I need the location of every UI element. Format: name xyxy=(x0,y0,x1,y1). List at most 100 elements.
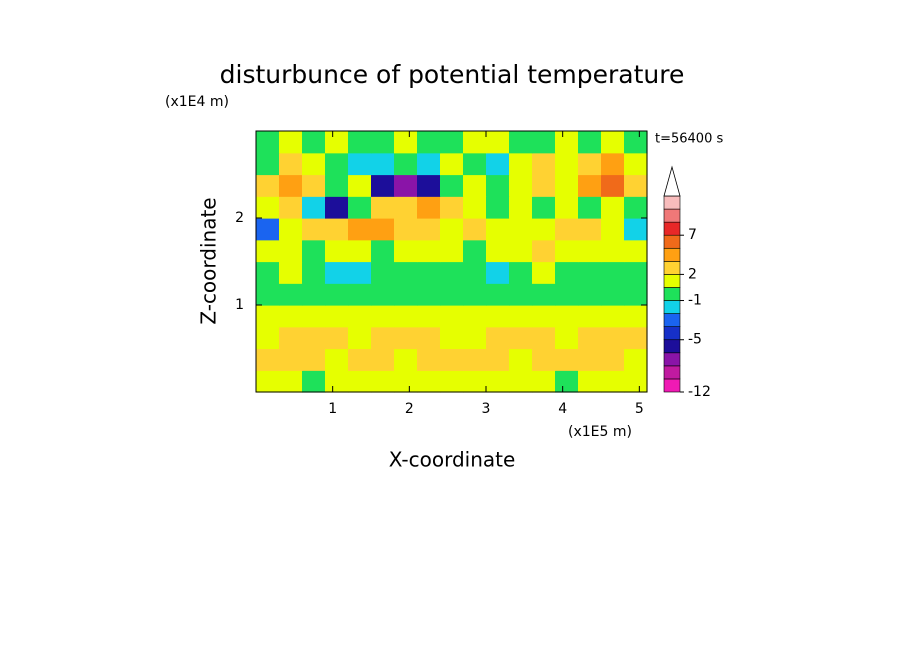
cell xyxy=(440,348,464,371)
cell xyxy=(302,152,326,176)
cell xyxy=(348,370,372,393)
cell xyxy=(463,239,487,263)
cell xyxy=(578,152,602,176)
cell xyxy=(578,370,602,393)
cell xyxy=(417,261,441,284)
cell xyxy=(302,218,326,241)
cell xyxy=(555,348,579,371)
cell xyxy=(256,218,280,241)
cell xyxy=(578,174,602,197)
cell xyxy=(417,348,441,371)
cell xyxy=(394,348,418,371)
cell xyxy=(624,283,648,306)
colorbar-box xyxy=(663,339,681,354)
cell xyxy=(624,131,648,154)
cell xyxy=(624,261,648,284)
cell xyxy=(417,131,441,154)
cell xyxy=(509,239,533,263)
cell xyxy=(348,131,372,154)
cell xyxy=(555,261,579,284)
cell xyxy=(578,218,602,241)
cell xyxy=(463,261,487,284)
cell xyxy=(601,174,625,197)
cell xyxy=(348,283,372,306)
cell xyxy=(532,326,556,350)
cell xyxy=(348,326,372,350)
cell xyxy=(417,174,441,197)
cell xyxy=(624,218,648,241)
cell xyxy=(279,131,303,154)
cell xyxy=(302,239,326,263)
cell xyxy=(532,283,556,306)
cell xyxy=(256,261,280,284)
cell xyxy=(486,196,510,219)
cell xyxy=(256,174,280,197)
cell xyxy=(279,218,303,241)
colorbar-box xyxy=(663,326,681,341)
cell xyxy=(463,370,487,393)
colorbar-extend xyxy=(663,165,681,197)
cell xyxy=(486,283,510,306)
cell xyxy=(371,174,395,197)
cell xyxy=(325,196,349,219)
cell xyxy=(417,196,441,219)
cell xyxy=(417,283,441,306)
chart-title: disturbunce of potential temperature xyxy=(220,60,685,89)
cell xyxy=(394,196,418,219)
cell xyxy=(348,196,372,219)
cell xyxy=(371,239,395,263)
cell xyxy=(624,239,648,263)
cell xyxy=(417,370,441,393)
cell xyxy=(624,305,648,328)
colorbar-label: -12 xyxy=(688,384,711,400)
cell xyxy=(509,348,533,371)
cell xyxy=(624,326,648,350)
cell xyxy=(417,305,441,328)
cell xyxy=(325,305,349,328)
colorbar-box xyxy=(663,247,681,262)
cell xyxy=(486,261,510,284)
cell xyxy=(371,370,395,393)
cell xyxy=(555,370,579,393)
cell xyxy=(440,218,464,241)
cell xyxy=(394,218,418,241)
cell xyxy=(440,152,464,176)
cell xyxy=(371,131,395,154)
colorbar-label: 2 xyxy=(688,266,697,282)
cell xyxy=(302,261,326,284)
colorbar-box xyxy=(663,352,681,367)
cell xyxy=(486,370,510,393)
cell xyxy=(509,283,533,306)
cell xyxy=(256,348,280,371)
cell xyxy=(371,261,395,284)
cell xyxy=(417,326,441,350)
cell xyxy=(440,131,464,154)
cell xyxy=(371,326,395,350)
cell xyxy=(325,370,349,393)
cell xyxy=(463,305,487,328)
cell xyxy=(532,218,556,241)
cell xyxy=(348,348,372,371)
cell xyxy=(302,348,326,371)
cell xyxy=(509,218,533,241)
cell xyxy=(371,196,395,219)
cell xyxy=(394,261,418,284)
y-tick-label: 2 xyxy=(235,210,244,226)
cell xyxy=(601,218,625,241)
cell xyxy=(463,218,487,241)
colorbar-box xyxy=(663,313,681,327)
cell xyxy=(394,326,418,350)
time-label: t=56400 s xyxy=(655,132,723,147)
cell xyxy=(279,152,303,176)
y-tick-label: 1 xyxy=(235,297,244,313)
colorbar-box xyxy=(663,195,681,210)
cell xyxy=(325,218,349,241)
cell xyxy=(601,370,625,393)
cell xyxy=(532,131,556,154)
x-tick-label: 4 xyxy=(558,401,567,417)
cell xyxy=(371,218,395,241)
cell xyxy=(440,196,464,219)
cell xyxy=(394,131,418,154)
cell xyxy=(371,305,395,328)
cell xyxy=(371,348,395,371)
